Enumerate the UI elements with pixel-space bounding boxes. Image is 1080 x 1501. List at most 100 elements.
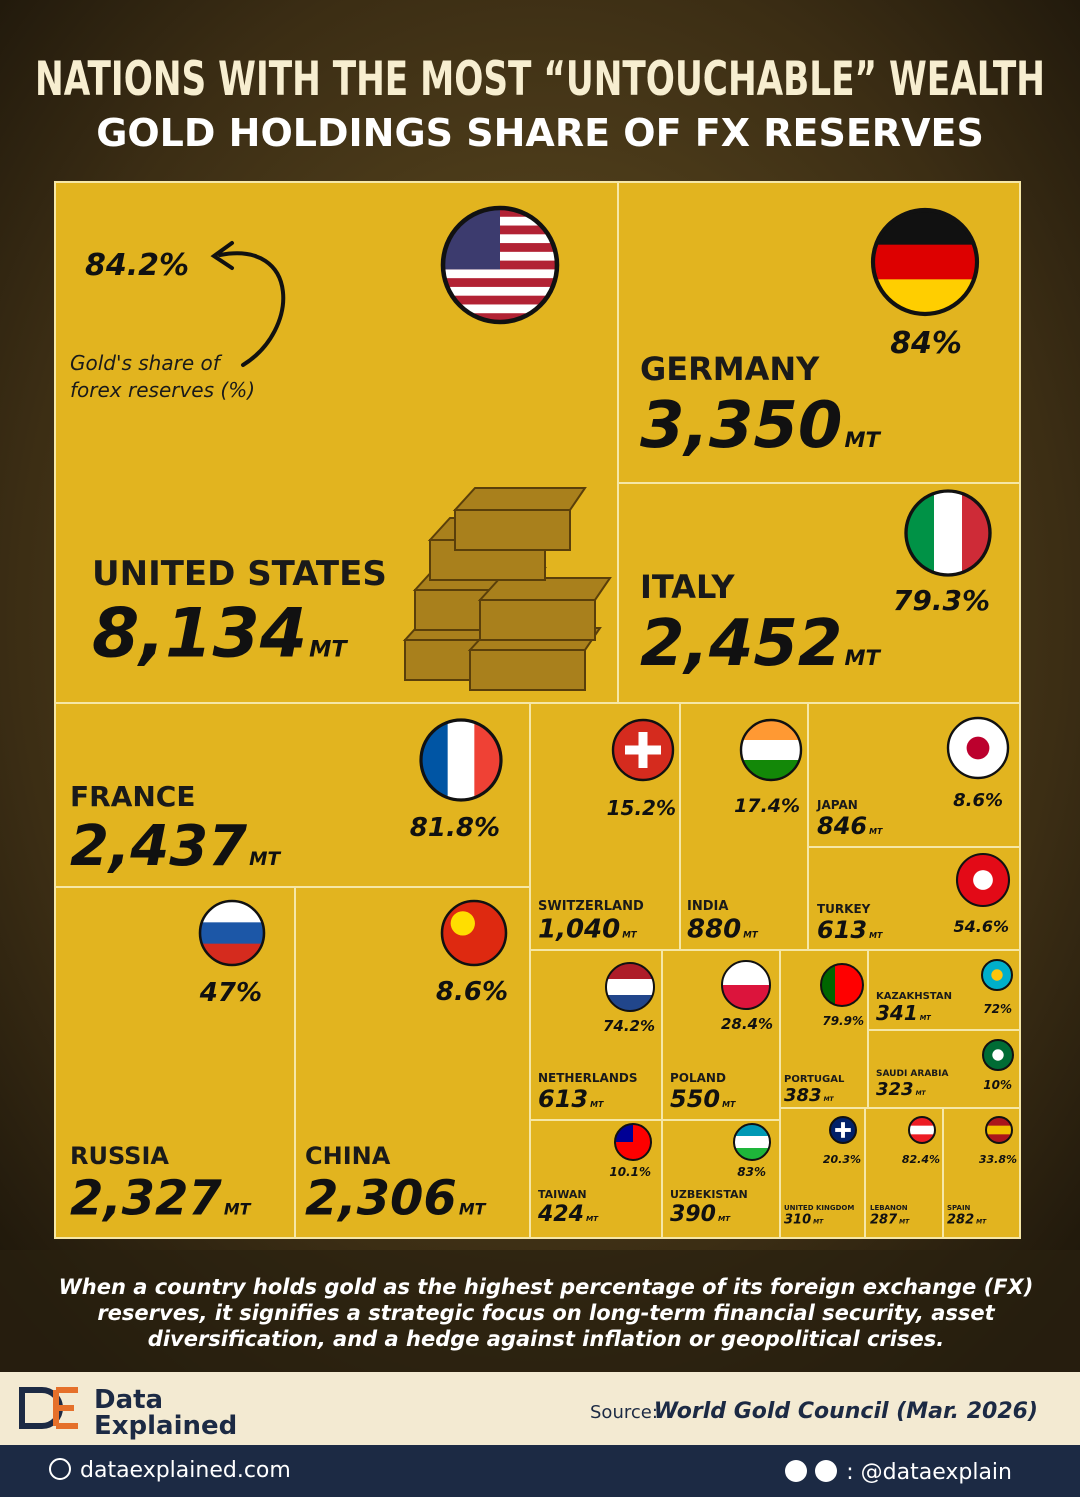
share-label: 84% [890, 326, 962, 361]
flag-stripe [909, 1134, 935, 1143]
flag-cross [835, 1128, 851, 1132]
flag [909, 1117, 935, 1143]
unit-label: MT [869, 827, 883, 836]
country-name: UNITED STATES [92, 554, 387, 594]
flag-stripe [443, 278, 557, 288]
value-label: 390 [670, 1202, 716, 1227]
share-label: 47% [199, 978, 262, 1008]
gold-bar-icon [452, 487, 587, 551]
unit-label: MT [459, 1199, 487, 1218]
country-name: TURKEY [817, 902, 871, 916]
logo [19, 1387, 78, 1429]
flag-stripe [447, 720, 475, 800]
country-name: LEBANON [870, 1204, 908, 1212]
flag-stripe [443, 313, 557, 322]
flag-stripe [835, 964, 850, 1006]
unit-label: MT [622, 930, 638, 940]
flag-stripe [741, 740, 801, 761]
flag-border [739, 718, 803, 782]
value-label: 287 [870, 1213, 898, 1228]
gold-bar-icon [477, 577, 612, 641]
flag-stripe [443, 269, 557, 279]
unit-label: MT [224, 1199, 252, 1218]
share-label: 17.4% [734, 795, 800, 817]
share-label: 28.4% [721, 1015, 773, 1033]
flag [615, 1124, 651, 1160]
annotation: forex reserves (%) [70, 378, 255, 402]
description: When a country holds gold as the highest… [59, 1275, 1034, 1351]
flag-stripe [443, 295, 557, 305]
country-name: SAUDI ARABIA [876, 1069, 949, 1079]
flag-border [870, 207, 980, 317]
flag-border [733, 1123, 771, 1161]
unit-label: MT [813, 1219, 824, 1226]
flag [613, 720, 673, 780]
country-name: POLAND [670, 1071, 726, 1085]
value-label: 2,452 [640, 607, 842, 681]
share-label: 84.2% [85, 248, 189, 283]
source-label: Source: [590, 1402, 658, 1423]
unit-label: MT [869, 931, 883, 940]
flag-stripe [606, 979, 654, 996]
flag-border [440, 899, 508, 967]
value-label: 383 [784, 1085, 822, 1106]
description-line: diversification, and a hedge against inf… [148, 1327, 944, 1351]
country-name: TAIWAN [538, 1188, 587, 1201]
unit-label: MT [722, 1100, 736, 1109]
share-label: 15.2% [607, 796, 676, 820]
flag-border [946, 716, 1010, 780]
website: dataexplained.com [80, 1458, 291, 1483]
share-label: 20.3% [823, 1153, 861, 1166]
share-label: 54.6% [953, 917, 1009, 936]
flag [442, 901, 506, 965]
flag-border [829, 1116, 857, 1144]
flag-border [614, 1123, 652, 1161]
value-label: 8,134 [92, 594, 307, 673]
brand: Explained [94, 1411, 237, 1441]
flag-border [904, 489, 992, 577]
flag-emblem [992, 1049, 1004, 1061]
unit-label: MT [249, 849, 281, 870]
share-label: 33.8% [979, 1153, 1017, 1166]
flag-border [955, 852, 1011, 908]
value-label: 2,306 [305, 1170, 457, 1226]
flag-border [605, 962, 655, 1012]
flag-stripe [986, 1134, 1012, 1143]
flag-border [982, 1039, 1014, 1071]
flag-stripe [909, 1125, 935, 1135]
value-label: 880 [687, 914, 741, 944]
country-name: RUSSIA [70, 1142, 169, 1170]
flag-cross [625, 745, 661, 755]
globe-icon [49, 1458, 71, 1480]
flag-stripe [986, 1117, 1012, 1127]
share-label: 79.9% [822, 1014, 864, 1028]
flag-border [198, 899, 266, 967]
instagram-icon [815, 1460, 837, 1482]
flag [957, 854, 1009, 906]
flag-border [440, 205, 560, 325]
flag-border [908, 1116, 936, 1144]
flag-emblem [973, 870, 993, 890]
country-name: UZBEKISTAN [670, 1188, 748, 1201]
flag-border [721, 960, 771, 1010]
share-label: 10% [983, 1078, 1012, 1092]
unit-label: MT [718, 1214, 731, 1223]
share-label: 82.4% [902, 1153, 940, 1166]
share-label: 81.8% [410, 813, 500, 843]
value-label: 613 [538, 1085, 588, 1113]
share-label: 79.3% [893, 584, 990, 617]
share-label: 83% [737, 1165, 766, 1179]
value-label: 424 [537, 1202, 584, 1227]
description-line: reserves, it signifies a strategic focus… [97, 1301, 995, 1325]
unit-label: MT [309, 636, 348, 662]
country-name: JAPAN [816, 798, 858, 812]
flag-field [442, 901, 506, 965]
description-line: When a country holds gold as the highest… [59, 1275, 1034, 1299]
value-label: 1,040 [538, 914, 620, 944]
gold-bar-icon [467, 627, 602, 691]
country-name: CHINA [305, 1142, 391, 1170]
unit-label: MT [590, 1100, 604, 1109]
unit-label: MT [844, 645, 881, 670]
value-label: 310 [784, 1213, 811, 1228]
